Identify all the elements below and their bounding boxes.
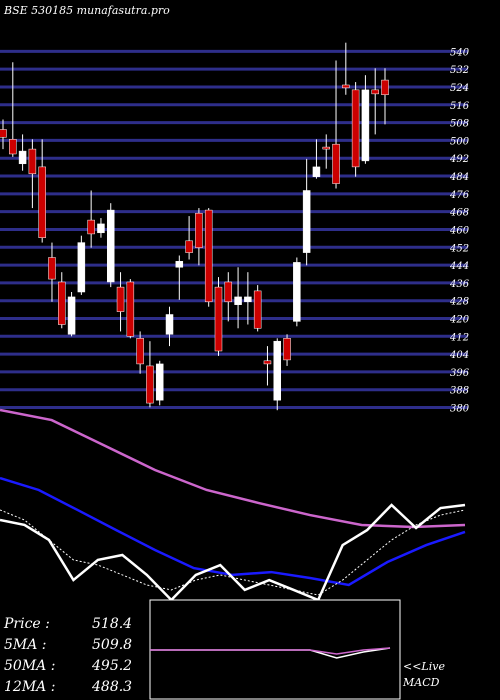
readout-label: Price : — [3, 616, 50, 632]
y-tick-label: 388 — [450, 386, 469, 397]
y-tick-label: 532 — [450, 65, 469, 76]
candle-body — [48, 257, 56, 280]
candle-body — [312, 166, 321, 177]
candle-body — [361, 89, 370, 162]
candle-body — [195, 212, 203, 248]
candle-body — [0, 129, 7, 138]
candle-body — [116, 286, 125, 312]
candle-body — [322, 146, 330, 150]
candle-body — [293, 262, 301, 322]
candle-body — [351, 89, 360, 168]
macd-live: <<Live — [403, 660, 445, 673]
candle-body — [175, 261, 184, 268]
candle-body — [214, 286, 223, 352]
y-tick-label: 484 — [449, 172, 469, 183]
y-tick-label: 452 — [449, 243, 469, 254]
y-tick-label: 460 — [449, 225, 470, 236]
y-tick-label: 508 — [450, 119, 469, 130]
candle-body — [224, 281, 233, 303]
readout-label: 12MA : — [4, 679, 55, 695]
candle-body — [58, 281, 66, 325]
candle-body — [342, 84, 350, 89]
ma-line — [0, 408, 466, 529]
y-tick-label: 492 — [449, 154, 469, 165]
candle-body — [28, 148, 37, 175]
y-tick-label: 436 — [449, 279, 470, 290]
candle-body — [126, 281, 135, 337]
ma-line — [0, 476, 466, 587]
y-tick-label: 524 — [450, 83, 469, 94]
y-tick-label: 540 — [450, 47, 470, 58]
readout-value: 518.4 — [92, 616, 132, 632]
candle-body — [97, 223, 105, 234]
candle-body — [155, 363, 164, 401]
readout-label: 5MA : — [4, 637, 47, 653]
candle-body — [18, 150, 27, 165]
ma-line — [0, 509, 466, 596]
macd-label: MACD — [402, 676, 440, 689]
y-tick-label: 516 — [450, 101, 470, 112]
y-tick-label: 468 — [449, 208, 469, 219]
y-tick-label: 396 — [450, 368, 470, 379]
candle-body — [371, 89, 379, 95]
y-tick-label: 444 — [449, 261, 469, 272]
candle-body — [283, 338, 291, 361]
candle-body — [381, 79, 389, 96]
candle-body — [77, 242, 86, 293]
candle-body — [332, 143, 340, 184]
candle-body — [185, 240, 193, 253]
candle-body — [106, 209, 115, 283]
candle-body — [253, 290, 262, 329]
y-tick-label: 420 — [449, 315, 470, 326]
candle-body — [263, 360, 272, 365]
y-tick-label: 500 — [450, 136, 470, 147]
candle-body — [38, 166, 46, 238]
candle-body — [302, 190, 311, 253]
y-tick-label: 476 — [449, 190, 470, 201]
candle-body — [67, 296, 76, 335]
candle-body — [244, 296, 252, 303]
y-tick-label: 380 — [450, 404, 470, 415]
candle-body — [234, 296, 242, 305]
y-tick-label: 428 — [449, 297, 469, 308]
candle-body — [273, 340, 282, 401]
candle-body — [165, 314, 174, 335]
readout-value: 509.8 — [92, 637, 132, 653]
readout-value: 495.2 — [91, 658, 132, 674]
macd-line — [150, 647, 391, 655]
readout-label: 50MA : — [4, 658, 55, 674]
y-tick-label: 412 — [449, 332, 469, 343]
candle-body — [204, 209, 213, 303]
y-tick-label: 404 — [449, 350, 469, 361]
candle-body — [9, 139, 17, 155]
readout-value: 488.3 — [91, 679, 132, 695]
candle-body — [87, 219, 95, 235]
chart-title: BSE 530185 munafasutra.pro — [3, 4, 170, 17]
candle-body — [146, 365, 154, 404]
candle-body — [136, 338, 144, 365]
